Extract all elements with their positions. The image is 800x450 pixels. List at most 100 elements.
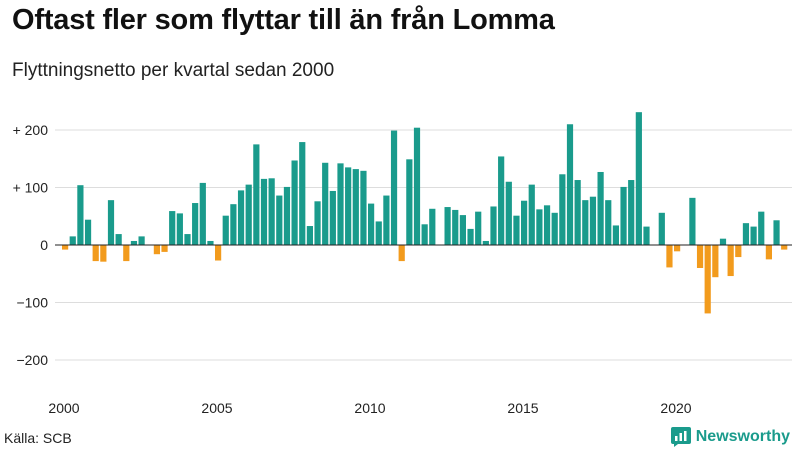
bar xyxy=(742,223,750,245)
brand-logo: Newsworthy xyxy=(670,427,790,447)
bar xyxy=(612,225,619,245)
x-tick-label: 2015 xyxy=(507,400,538,416)
bar xyxy=(689,197,696,245)
bar xyxy=(398,245,405,262)
bar xyxy=(482,240,489,245)
bar xyxy=(773,220,780,245)
bar xyxy=(444,207,451,245)
bar xyxy=(383,195,390,245)
bar xyxy=(153,245,160,255)
bar xyxy=(536,209,543,245)
bar xyxy=(360,170,367,245)
bar xyxy=(314,201,321,245)
bar xyxy=(765,245,772,260)
bar xyxy=(704,245,711,314)
y-tick-label: −100 xyxy=(16,295,48,311)
bar xyxy=(230,204,237,245)
bar xyxy=(628,180,635,245)
bar xyxy=(62,245,69,250)
bar xyxy=(176,213,183,245)
bar xyxy=(207,240,214,245)
bar xyxy=(605,200,612,245)
bar xyxy=(268,178,275,245)
x-tick-label: 2020 xyxy=(660,400,691,416)
x-tick-label: 2000 xyxy=(48,400,79,416)
bar xyxy=(322,162,329,245)
y-tick-label: −200 xyxy=(16,352,48,368)
x-tick-label: 2010 xyxy=(354,400,385,416)
bar xyxy=(406,159,413,245)
bar xyxy=(712,245,719,278)
bar xyxy=(390,130,398,245)
chart-title: Oftast fler som flyttar till än från Lom… xyxy=(12,4,555,36)
bar xyxy=(138,236,145,246)
bar xyxy=(368,203,375,245)
bar xyxy=(283,186,291,245)
bar xyxy=(123,245,130,262)
bar xyxy=(719,238,727,245)
bar xyxy=(84,219,92,245)
bar xyxy=(735,245,742,258)
bar xyxy=(528,184,535,245)
y-tick-label: + 200 xyxy=(13,122,49,138)
bar xyxy=(299,142,306,245)
y-tick-label: 0 xyxy=(40,237,48,253)
bar xyxy=(559,174,566,245)
bar xyxy=(276,195,283,245)
brand-name: Newsworthy xyxy=(695,428,790,445)
bar xyxy=(192,203,199,245)
bar xyxy=(597,171,604,245)
bar xyxy=(490,206,497,245)
bar xyxy=(781,245,788,250)
bar xyxy=(92,245,99,262)
bar xyxy=(566,124,574,245)
bar xyxy=(643,226,650,245)
bar xyxy=(551,212,558,245)
bar xyxy=(498,156,505,245)
bar xyxy=(666,245,673,268)
bar xyxy=(337,163,344,245)
bar xyxy=(107,200,115,245)
bar xyxy=(69,236,76,246)
bar xyxy=(696,245,704,268)
bar xyxy=(467,228,474,245)
source-note: Källa: SCB xyxy=(4,430,72,446)
bar xyxy=(421,224,428,245)
bar xyxy=(329,190,336,245)
bar xyxy=(750,226,757,245)
y-tick-label: + 100 xyxy=(13,180,49,196)
bar xyxy=(375,221,382,245)
bar xyxy=(658,212,665,245)
bar xyxy=(291,160,298,245)
bar xyxy=(674,245,681,252)
bar xyxy=(184,234,191,245)
bar xyxy=(620,186,627,245)
bar xyxy=(100,245,107,262)
bar xyxy=(513,215,520,245)
bar xyxy=(543,205,551,245)
bar xyxy=(169,211,176,245)
bar xyxy=(253,144,260,245)
bar xyxy=(727,245,734,277)
bar xyxy=(413,127,421,245)
bar xyxy=(345,167,352,246)
bar xyxy=(161,245,168,252)
bar xyxy=(574,180,581,245)
bar xyxy=(352,169,359,245)
newsworthy-logo-icon xyxy=(670,427,691,447)
bar xyxy=(429,208,436,245)
bar xyxy=(115,234,122,245)
chart-subtitle: Flyttningsnetto per kvartal sedan 2000 xyxy=(12,60,335,81)
bar xyxy=(459,215,466,245)
bar xyxy=(758,211,765,245)
bar xyxy=(130,240,138,245)
bar xyxy=(215,245,222,261)
bar xyxy=(582,200,589,245)
bar xyxy=(505,181,512,245)
bar xyxy=(77,185,84,245)
bar xyxy=(306,226,313,245)
bar xyxy=(245,184,252,245)
bar xyxy=(475,211,482,245)
bar xyxy=(452,209,459,245)
